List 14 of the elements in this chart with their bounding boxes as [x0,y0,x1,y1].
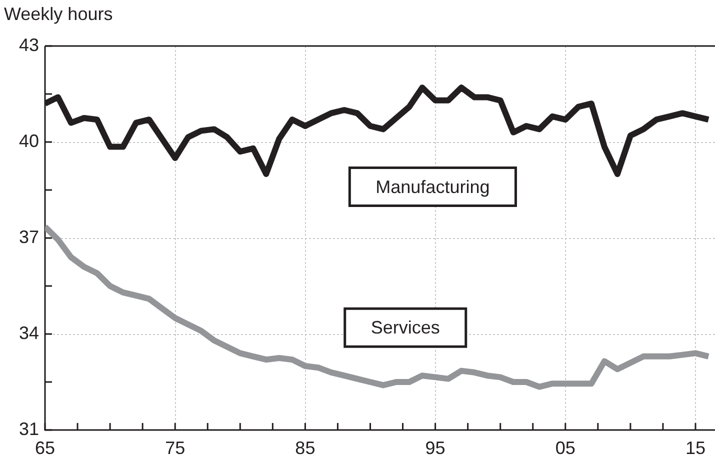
x-tick-label: 05 [555,438,576,458]
x-tick-label: 15 [685,438,706,458]
x-tick-label: 95 [425,438,446,458]
y-tick-label: 34 [18,322,39,343]
y-tick-label: 37 [18,226,39,247]
x-tick-label: 75 [165,438,186,458]
text: Services [370,318,440,338]
text: Manufacturing [376,176,490,197]
y-axis-title: Weekly hours [4,4,113,24]
x-tick-label: 65 [34,438,56,458]
y-tick-label: 40 [18,130,39,151]
y-tick-label: 43 [18,34,39,55]
x-tick-label: 85 [295,438,316,458]
y-tick-label: 31 [18,418,39,439]
